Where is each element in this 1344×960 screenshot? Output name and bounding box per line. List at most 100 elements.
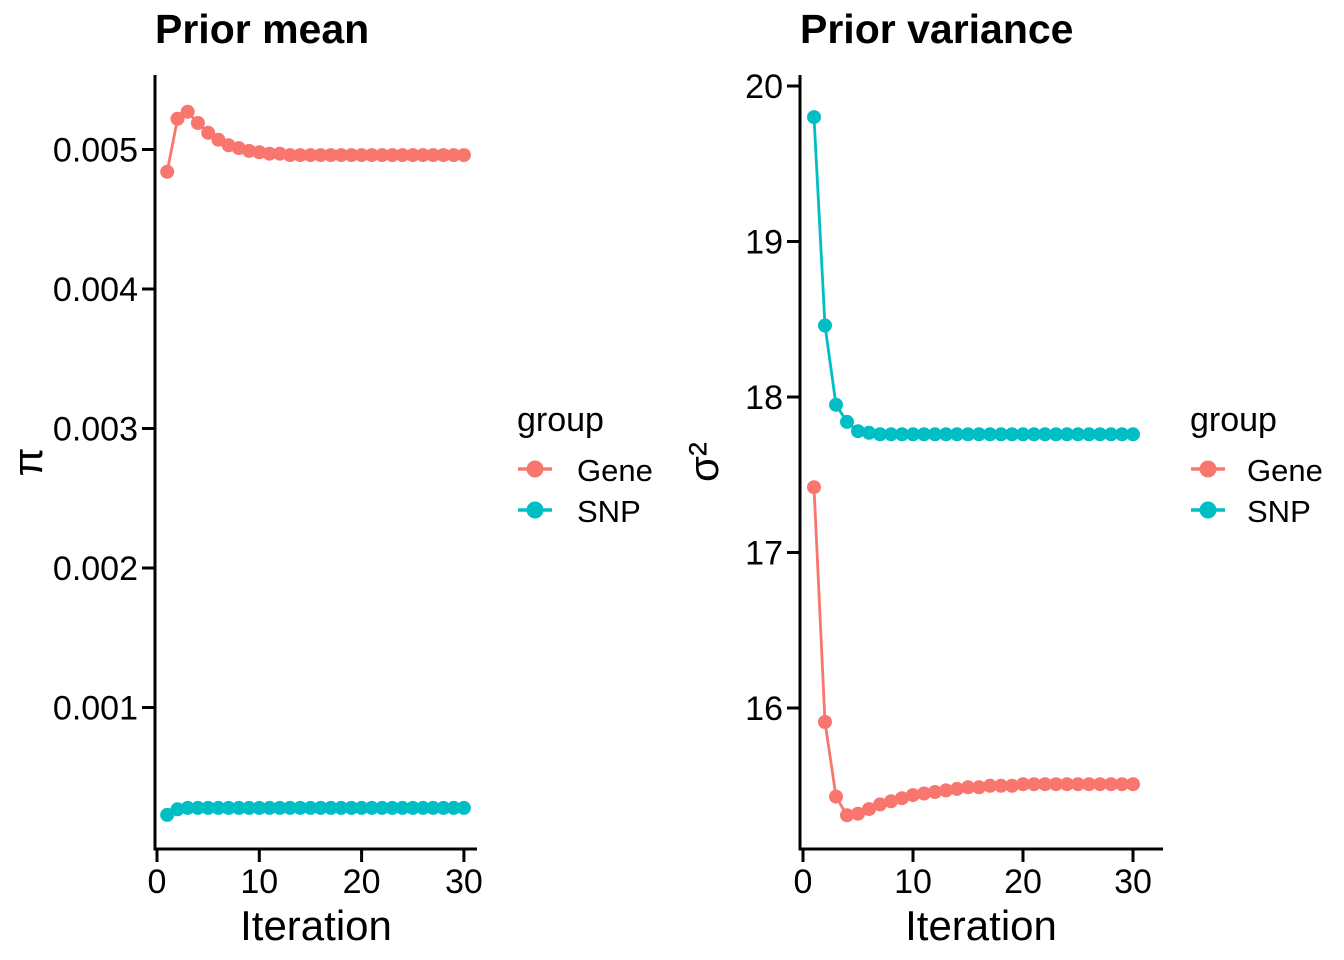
data-point-gene <box>344 148 359 163</box>
data-point-snp <box>334 800 349 815</box>
plot-title-prior-mean: Prior mean <box>155 6 370 52</box>
data-point-gene <box>1093 777 1107 792</box>
data-point-snp <box>1049 427 1063 442</box>
data-point-snp <box>1115 427 1129 442</box>
legend-title: group <box>517 401 604 439</box>
y-tick-label: 16 <box>745 690 783 728</box>
y-axis-label-sigma2: σ² <box>680 442 727 482</box>
data-point-snp <box>242 800 257 815</box>
data-point-gene <box>1038 777 1052 792</box>
data-point-gene <box>242 143 257 158</box>
data-point-gene <box>818 715 832 729</box>
data-point-snp <box>1126 427 1140 442</box>
data-point-gene <box>354 148 369 163</box>
legend-key-snp-icon <box>526 501 544 519</box>
data-point-gene <box>994 778 1008 793</box>
data-point-snp <box>231 800 246 815</box>
data-point-snp <box>344 800 359 815</box>
series-line-snp <box>812 117 1133 436</box>
data-point-gene <box>201 125 216 140</box>
data-point-snp <box>283 800 297 815</box>
legend-title: group <box>1190 401 1277 439</box>
data-point-snp <box>395 800 410 815</box>
data-point-gene <box>1049 777 1063 792</box>
data-point-snp <box>323 800 338 815</box>
data-point-snp <box>939 427 953 442</box>
x-axis-label-right: Iteration <box>905 902 1057 949</box>
data-point-snp <box>252 800 267 815</box>
data-point-gene <box>829 789 843 804</box>
data-point-snp <box>1093 427 1107 442</box>
data-point-gene <box>313 148 328 163</box>
data-point-snp <box>994 427 1008 442</box>
data-point-snp <box>873 427 887 442</box>
data-point-gene <box>1005 778 1019 793</box>
data-point-gene <box>416 148 430 163</box>
data-point-snp <box>385 800 400 815</box>
x-tick-label: 0 <box>794 863 813 901</box>
data-point-gene <box>293 148 308 163</box>
data-point-snp <box>961 427 975 442</box>
data-point-gene <box>862 802 876 817</box>
data-point-gene <box>1060 777 1074 792</box>
data-point-snp <box>221 800 236 815</box>
data-point-gene <box>1126 777 1140 792</box>
data-point-gene <box>972 780 986 795</box>
data-point-gene <box>303 148 318 163</box>
data-point-gene <box>456 148 471 163</box>
data-point-gene <box>1027 777 1041 792</box>
data-point-gene <box>262 146 277 161</box>
data-point-snp <box>354 800 369 815</box>
data-point-snp <box>917 427 931 442</box>
data-point-snp <box>906 427 920 442</box>
y-tick-label: 20 <box>745 68 783 106</box>
data-point-snp <box>851 424 865 439</box>
legend-key-gene-icon <box>1199 460 1217 478</box>
data-point-gene <box>252 145 267 160</box>
data-point-snp <box>405 800 420 815</box>
data-point-gene <box>939 783 953 798</box>
series-line-gene <box>165 109 464 173</box>
data-point-snp <box>313 800 328 815</box>
data-point-gene <box>1071 777 1085 792</box>
data-point-snp <box>928 427 942 442</box>
y-tick-label: 17 <box>745 535 783 573</box>
data-point-snp <box>456 800 471 815</box>
data-point-gene <box>272 146 287 161</box>
data-point-snp <box>364 800 379 815</box>
data-point-snp <box>180 800 195 815</box>
data-point-gene <box>170 111 185 126</box>
y-tick-label: 19 <box>745 224 783 262</box>
data-point-snp <box>272 800 287 815</box>
data-point-gene <box>190 116 205 130</box>
data-point-snp <box>201 800 216 815</box>
legend-item-gene-label: Gene <box>577 453 653 488</box>
data-point-gene <box>873 797 887 812</box>
data-point-snp <box>190 800 205 815</box>
data-point-snp <box>426 800 441 815</box>
plot-title-prior-variance: Prior variance <box>800 6 1074 52</box>
data-point-snp <box>950 427 964 442</box>
data-point-snp <box>972 427 986 442</box>
data-point-gene <box>928 785 942 799</box>
data-point-snp <box>862 425 876 440</box>
legend-key-gene-icon <box>526 460 544 478</box>
data-point-snp <box>1071 427 1085 442</box>
data-point-gene <box>950 781 964 796</box>
data-point-gene <box>395 148 410 163</box>
data-point-snp <box>807 110 821 125</box>
data-point-snp <box>1082 427 1096 442</box>
data-point-snp <box>1027 427 1041 442</box>
x-tick-label: 30 <box>445 863 483 901</box>
data-point-snp <box>436 800 451 815</box>
y-axis-label-pi: π <box>4 447 51 477</box>
data-point-gene <box>1016 777 1030 792</box>
data-point-snp <box>1038 427 1052 442</box>
data-point-snp <box>262 800 277 815</box>
data-point-snp <box>293 800 308 815</box>
data-point-snp <box>983 427 997 442</box>
data-point-gene <box>426 148 441 163</box>
y-tick-label: 0.001 <box>53 690 138 728</box>
